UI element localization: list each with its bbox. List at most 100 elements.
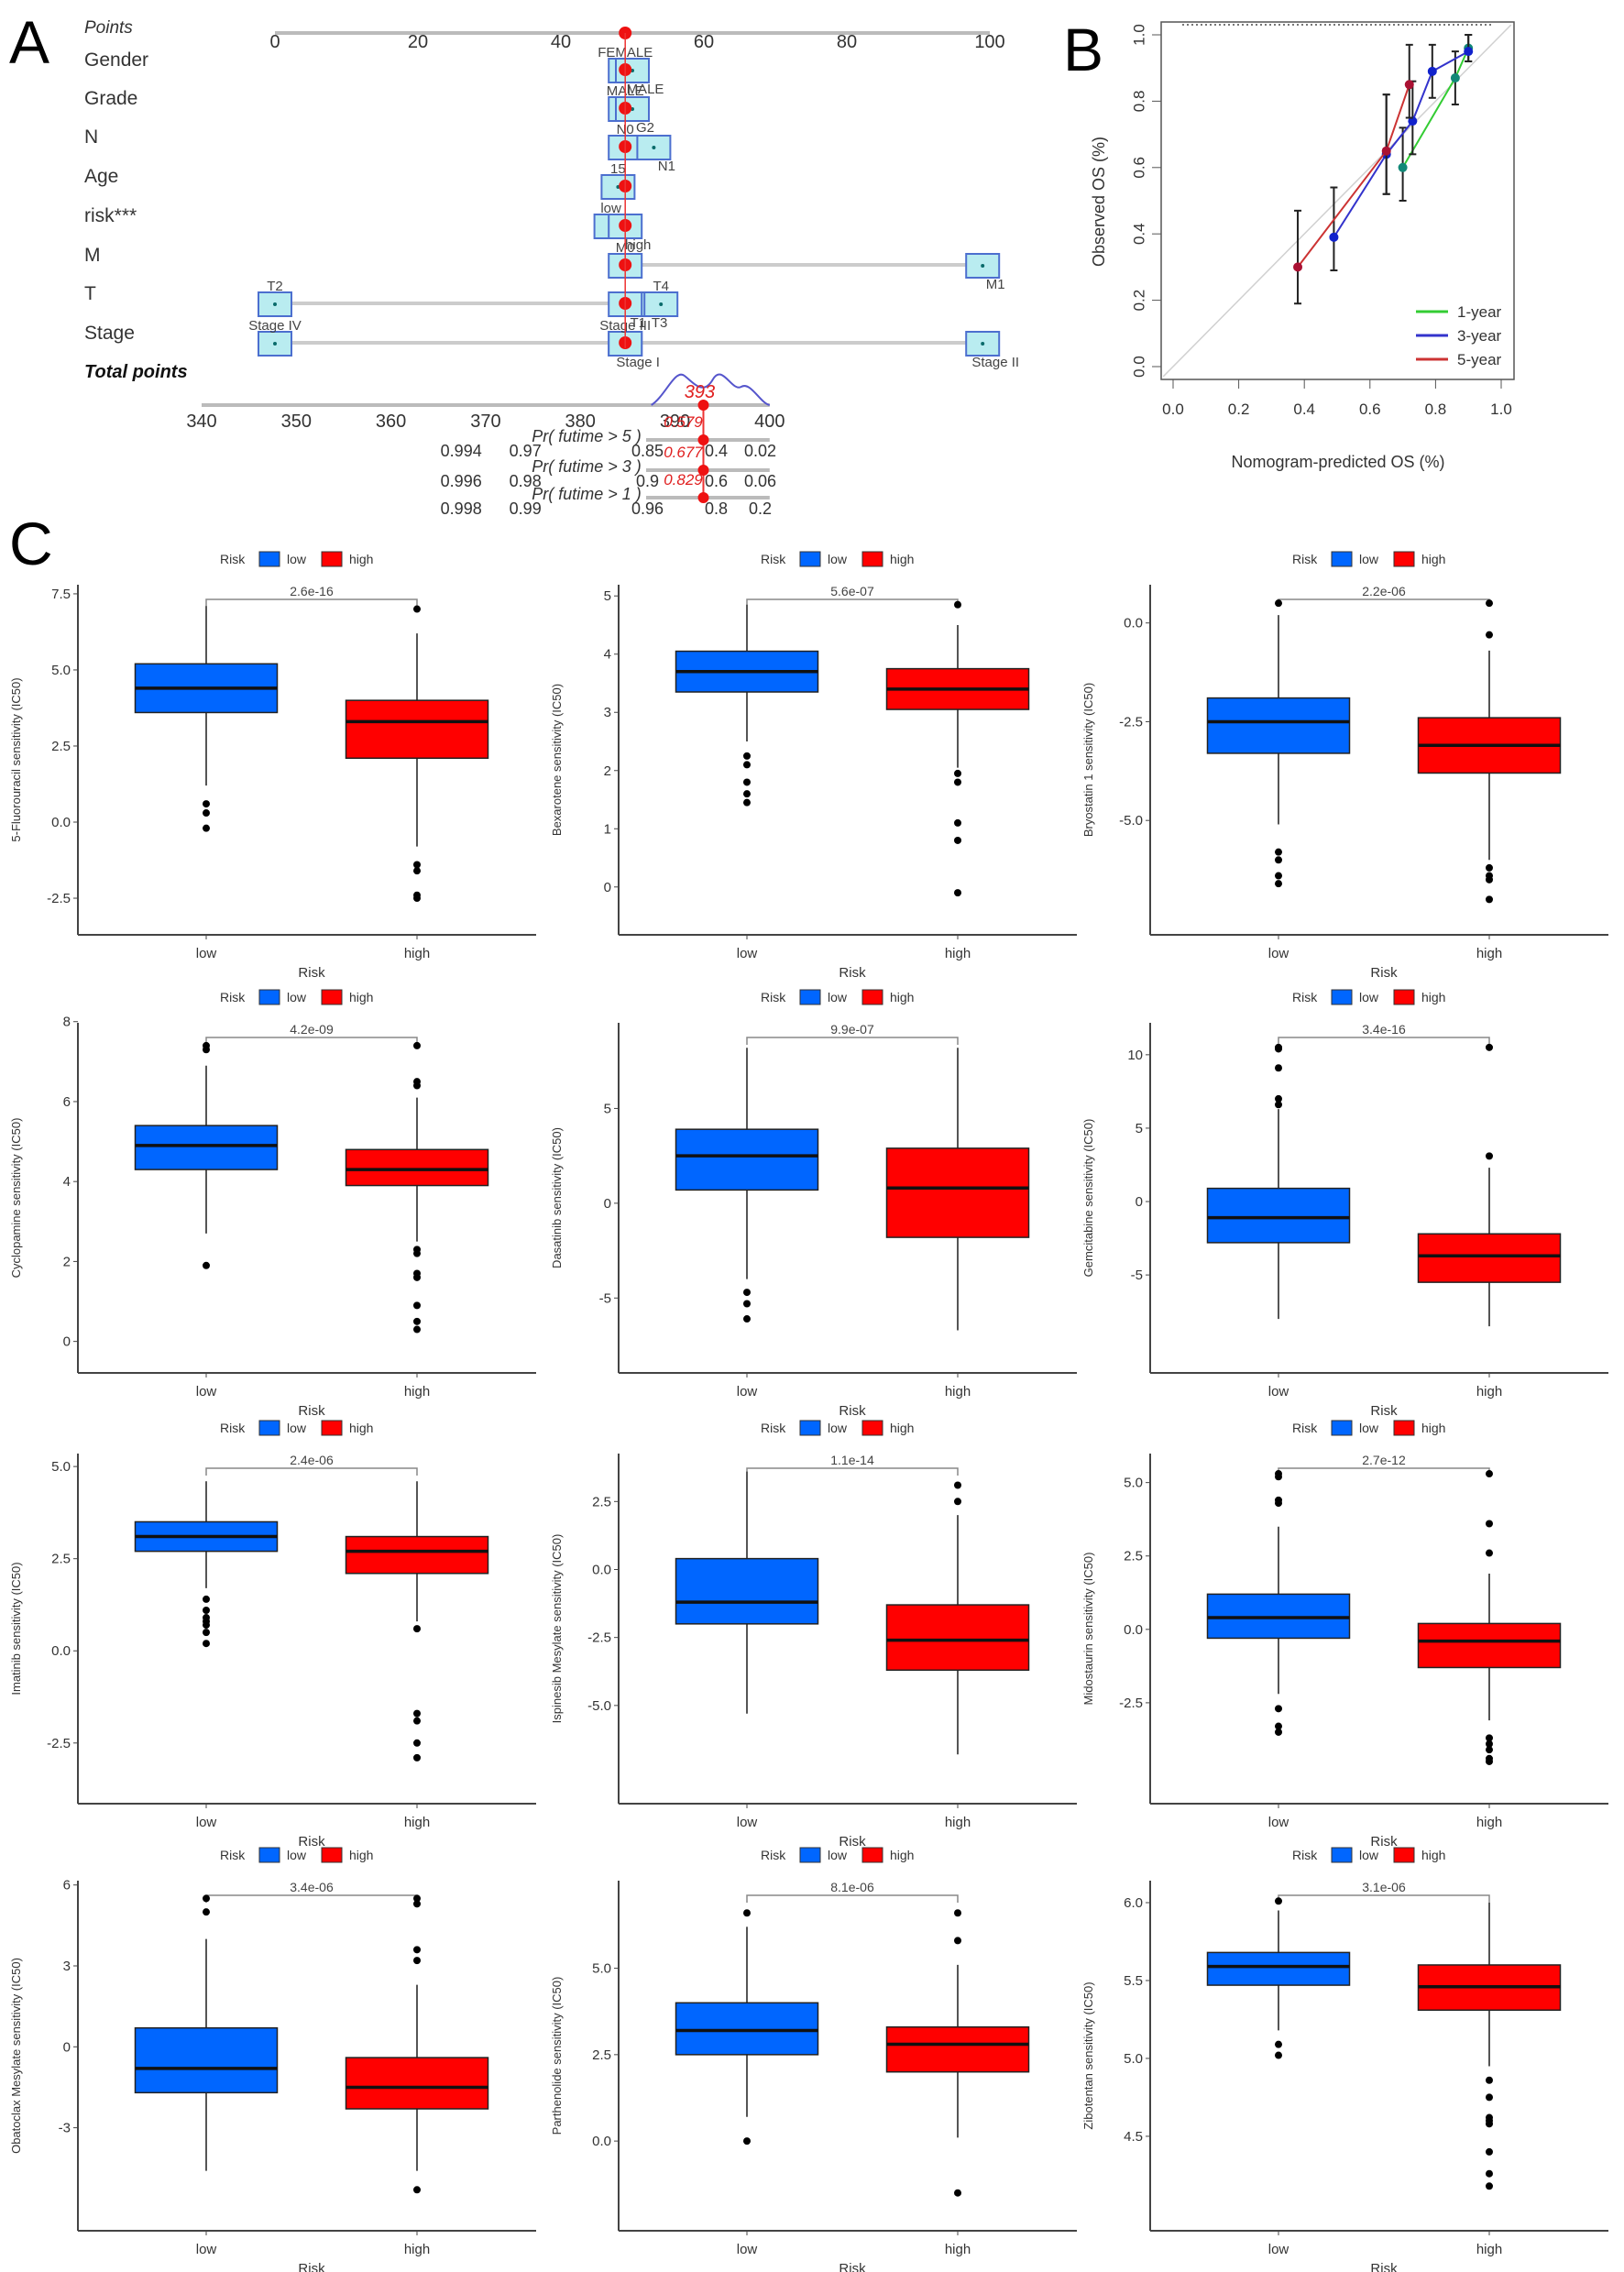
y-tick-label: -2.5 [47,1736,71,1751]
x-axis-title: Risk [298,965,325,981]
nomogram-row-label: Gender [84,49,148,71]
points-tick-label: 60 [694,32,714,52]
legend-title: Risk [1292,990,1318,1004]
y-tick-label: -5.0 [587,1698,611,1714]
box-low [1206,1187,1351,1244]
nomogram-row-label: M [84,245,101,266]
y-tick-label: -5 [1131,1268,1143,1283]
box-outlier-high [413,1317,421,1325]
box-low [134,1125,279,1170]
legend-label: low [828,1848,848,1862]
x-axis-title: Risk [839,965,866,981]
legend-title: Risk [761,990,786,1004]
x-tick-label: low [737,946,758,961]
nomogram-level-label: N1 [658,159,675,174]
total-points-tick-label: 380 [565,412,596,432]
selected-total-point [697,400,709,411]
box-outlier-high [954,1498,961,1506]
legend-label: low [1359,1848,1379,1862]
pvalue-bracket [205,1037,418,1045]
y-axis-title: Zibotentan sensitivity (IC50) [1081,1981,1095,2129]
calibration-chart: 0.0 0.2 0.4 0.6 0.8 1.0 0.0 0.2 0.4 0.6 0.8 1.0 Nomo… [1090,21,1515,471]
nomogram-level-box [258,291,292,317]
box-outlier-high [1486,1043,1493,1051]
box-outlier-low [1275,1897,1282,1905]
y-tick-label: 0.0 [592,1562,611,1577]
box-outlier-low [1275,1473,1282,1481]
legend-swatch-high [1393,551,1415,567]
total-points-tick-label: 360 [376,412,406,432]
box-outlier-high [1486,599,1493,608]
box-outlier-high [1486,1740,1493,1748]
box-outlier-high [1486,1746,1493,1754]
legend-label: high [349,1848,373,1862]
boxplot-panel: Risk low high -2.5 0.0 2.5 5.0 7.5 5-Fluorouraci… [9,551,536,981]
box-high [345,699,489,760]
points-tick-label: 0 [269,32,280,52]
y-tick-label: 2.5 [592,1494,611,1509]
boxplot-panel: Risk low high -5 0 5 Dasatinib sensitivity (IC… [550,989,1077,1419]
legend-label: high [349,1421,373,1435]
nomogram-level-point [981,342,985,346]
total-points-density-curve [651,373,771,406]
legend-label: low [287,1848,307,1862]
legend-label: low [287,552,307,566]
box-outlier-high [1486,1549,1493,1557]
legend-swatch-low [1331,551,1353,567]
legend-swatch-high [1393,1847,1415,1863]
box-outlier-low [743,761,751,769]
nomogram-level-label: T2 [267,279,283,294]
y-tick-label: 5.0 [51,663,71,678]
box-outlier-high [413,1900,421,1908]
pvalue-label: 1.1e-14 [830,1453,874,1467]
legend-label: high [349,552,373,566]
nomogram-row-label: Stage [84,323,135,344]
y-axis-title: Dasatinib sensitivity (IC50) [550,1127,564,1268]
box-outlier-high [1486,2147,1493,2156]
y-tick-label: 3 [63,1959,71,1974]
probability-tick-label: 0.2 [749,499,772,518]
x-axis-title: Risk [839,1403,866,1419]
x-tick-label: 0.0 [1162,401,1184,418]
legend-label: low [828,990,848,1004]
x-axis-title: Risk [1370,1834,1398,1849]
y-tick-label: -2.5 [1119,714,1143,730]
box-outlier-low [203,1607,210,1614]
box-outlier-high [413,1081,421,1090]
legend-label: low [287,1421,307,1435]
legend-title: Risk [761,1421,786,1435]
box-outlier-low [1275,872,1282,880]
legend-swatch-high [1393,1420,1415,1436]
y-tick-label: 5.0 [1124,1476,1143,1491]
pvalue-label: 8.1e-06 [830,1880,874,1894]
nomogram-level-label: Stage II [971,355,1019,370]
legend-swatch-low [799,551,821,567]
y-tick-label: 0 [604,880,611,895]
legend-title: Risk [220,1421,246,1435]
y-tick-label: 5.0 [51,1459,71,1475]
probability-value-label: 0.677 [664,444,703,461]
box-outlier-high [413,1325,421,1334]
x-axis-title: Risk [1370,2261,1398,2272]
box-outlier-low [1275,2051,1282,2059]
x-tick-label: low [196,946,217,961]
boxplot-panel: Risk low high -2.5 0.0 2.5 5.0 Midostaurin sens… [1081,1420,1608,1849]
legend-swatch-low [258,1847,280,1863]
box-low [134,2026,279,2094]
y-tick-label: 6 [63,1878,71,1893]
y-tick-label: -2.5 [47,891,71,906]
pvalue-bracket [746,1037,959,1045]
box-outlier-low [743,778,751,786]
box-outlier-low [203,1629,210,1637]
y-axis-title: Midostaurin sensitivity (IC50) [1081,1553,1095,1706]
y-axis-title: Cyclopamine sensitivity (IC50) [9,1118,23,1279]
x-tick-label: high [945,946,971,961]
y-tick-label: 0.0 [1124,1622,1143,1638]
pvalue-label: 3.1e-06 [1362,1880,1406,1894]
x-axis-title: Risk [839,2261,866,2272]
x-tick-label: high [404,2242,430,2257]
x-tick-label: 0.2 [1228,401,1250,418]
calibration-point [1381,146,1391,156]
probability-tick-label: 0.4 [705,442,728,460]
